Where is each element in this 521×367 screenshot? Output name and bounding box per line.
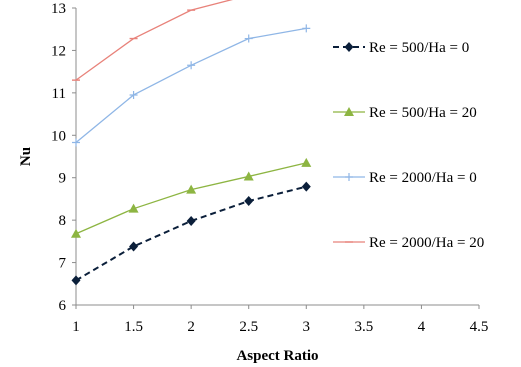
chart-legend: Re = 500/Ha = 0 Re = 500/Ha = 20 Re = 2000… — [333, 40, 484, 251]
y-axis-ticks: 6 7 8 9 10 11 12 13 — [51, 1, 76, 314]
legend-swatch-marker — [344, 107, 354, 116]
legend-swatch-marker — [345, 173, 353, 181]
y-tick-label: 8 — [59, 213, 67, 229]
x-axis-ticks: 1 1.5 2 2.5 3 3.5 4 4.5 — [72, 305, 488, 335]
legend-item-1: Re = 500/Ha = 0 — [333, 40, 469, 56]
data-point — [301, 181, 311, 192]
legend-swatch-marker — [344, 42, 354, 52]
chart-axes — [75, 8, 479, 306]
x-tick-label: 1.5 — [124, 319, 143, 335]
legend-item-3: Re = 2000/Ha = 0 — [333, 170, 477, 186]
chart-series — [71, 0, 312, 286]
series-3 — [72, 24, 311, 147]
x-tick-label: 2 — [187, 319, 195, 335]
x-tick-label: 1 — [72, 319, 80, 335]
legend-label: Re = 2000/Ha = 0 — [369, 170, 477, 186]
data-point — [244, 34, 253, 43]
y-tick-label: 6 — [59, 298, 67, 314]
data-point — [186, 215, 196, 226]
y-tick-label: 7 — [59, 256, 67, 272]
data-point — [129, 90, 138, 99]
data-point — [301, 157, 312, 167]
x-tick-label: 2.5 — [239, 319, 258, 335]
x-tick-label: 4 — [418, 319, 426, 335]
data-point — [187, 61, 196, 70]
data-point — [244, 196, 254, 207]
series-4 — [72, 0, 233, 81]
legend-label: Re = 500/Ha = 0 — [369, 40, 469, 56]
legend-item-2: Re = 500/Ha = 20 — [333, 105, 477, 121]
y-tick-label: 13 — [51, 1, 66, 17]
x-tick-label: 3 — [303, 319, 311, 335]
series-2 — [71, 157, 312, 238]
data-point — [186, 184, 197, 194]
y-tick-label: 12 — [51, 43, 66, 59]
series-line — [75, 27, 307, 143]
data-point — [129, 241, 139, 252]
legend-label: Re = 500/Ha = 20 — [369, 105, 477, 121]
data-point — [243, 171, 254, 181]
data-point — [128, 203, 139, 213]
y-axis-label: Nu — [18, 147, 34, 166]
series-line — [75, 185, 307, 282]
data-point — [302, 24, 311, 33]
y-tick-label: 9 — [59, 171, 67, 187]
data-point — [71, 275, 81, 286]
data-point — [71, 228, 81, 238]
x-axis-label: Aspect Ratio — [236, 348, 318, 364]
y-tick-label: 10 — [51, 128, 66, 144]
x-tick-label: 3.5 — [354, 319, 373, 335]
data-point — [72, 138, 80, 147]
y-tick-label: 11 — [52, 86, 66, 102]
x-tick-label: 4.5 — [470, 319, 489, 335]
legend-item-4: Re = 2000/Ha = 20 — [333, 235, 484, 251]
legend-label: Re = 2000/Ha = 20 — [369, 235, 484, 251]
series-1 — [71, 181, 311, 286]
